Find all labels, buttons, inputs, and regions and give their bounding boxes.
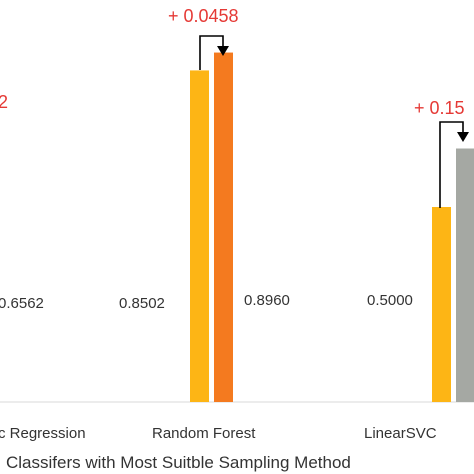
improvement-arrow-linearsvc (439, 121, 464, 208)
bar-linearsvc-improved (456, 148, 474, 402)
arrowhead-random-forest (217, 46, 229, 56)
value-label-random-forest-base: 0.8502 (119, 295, 165, 312)
x-axis-title: Classifers with Most Suitble Sampling Me… (6, 453, 351, 472)
bar-random-forest-improved (214, 52, 233, 403)
tick-label-random-forest: Random Forest (152, 425, 256, 442)
delta-label-logistic: 2 (0, 92, 8, 112)
arrowhead-linearsvc (457, 132, 469, 142)
delta-label-linearsvc: + 0.15 (414, 98, 465, 118)
value-label-linearsvc-base: 0.5000 (367, 292, 413, 309)
value-label-logistic-base: 0.6562 (0, 295, 44, 312)
improvement-arrow-random-forest (199, 35, 224, 70)
delta-label-random-forest: + 0.0458 (168, 6, 239, 26)
bar-linearsvc-base (432, 207, 451, 402)
bar-random-forest-base (190, 70, 209, 402)
value-label-random-forest-improved: 0.8960 (244, 292, 290, 309)
tick-label-logistic-regression: c Regression (0, 425, 86, 442)
tick-label-linearsvc: LinearSVC (364, 425, 437, 442)
